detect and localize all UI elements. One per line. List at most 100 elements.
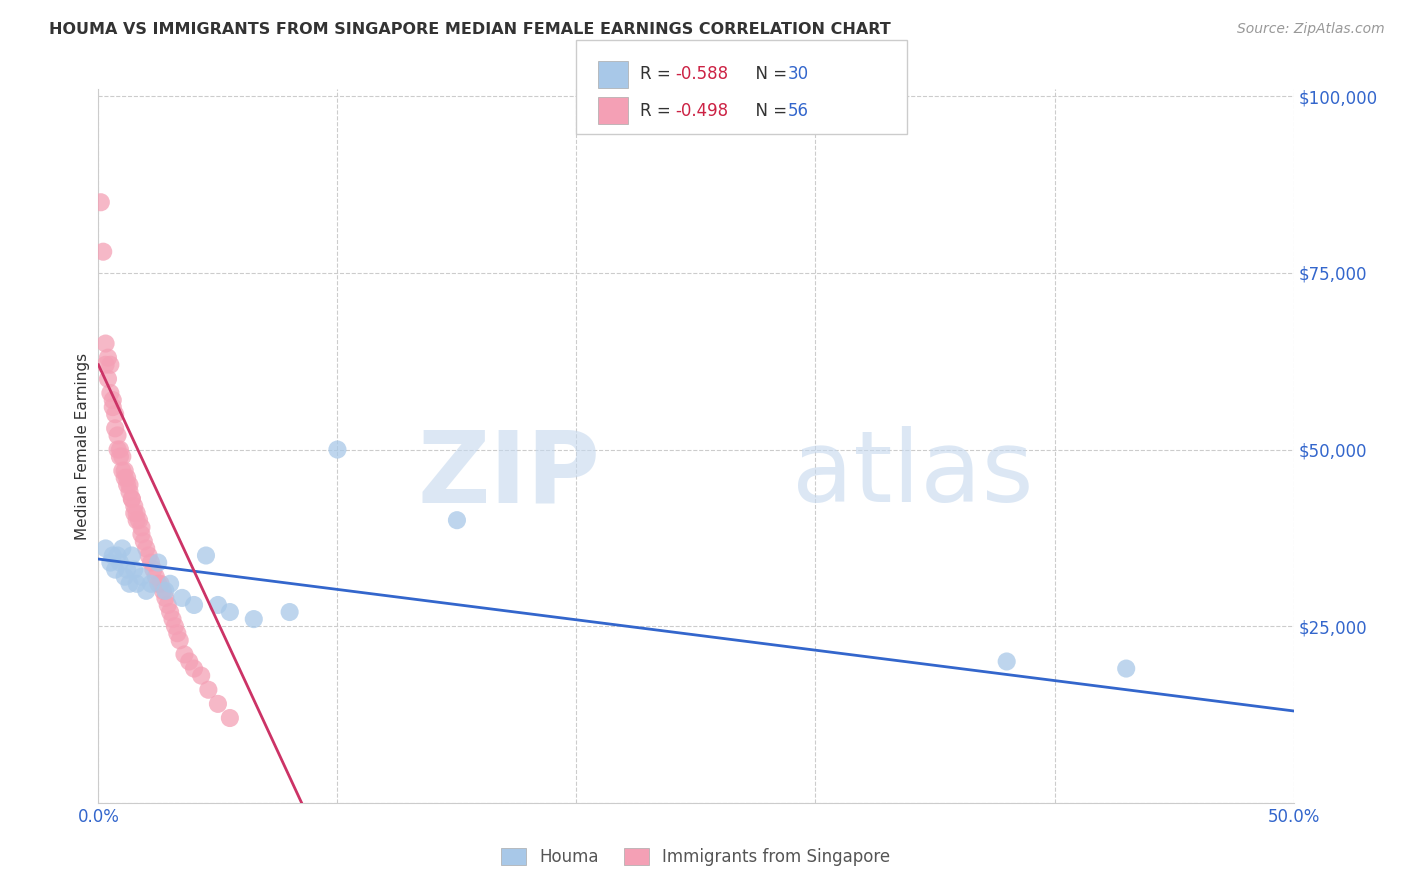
Point [132, 534, 155, 549]
Text: -0.498: -0.498 [675, 102, 728, 120]
Point [159, 576, 181, 591]
Text: 56: 56 [787, 102, 808, 120]
Point [173, 648, 195, 662]
Point [139, 576, 162, 591]
Point [148, 576, 170, 591]
Point [98, 556, 122, 570]
Point [111, 450, 134, 464]
Point [183, 598, 205, 612]
Point [115, 478, 138, 492]
Point [243, 612, 266, 626]
Point [149, 576, 172, 591]
Point [125, 576, 148, 591]
Point [94, 358, 117, 372]
Point [219, 605, 242, 619]
Point [162, 612, 184, 626]
Point [115, 563, 138, 577]
Point [152, 583, 174, 598]
Point [195, 549, 218, 563]
Point [118, 478, 141, 492]
Point [121, 491, 143, 506]
Point [114, 570, 136, 584]
Point [131, 520, 153, 534]
Point [121, 549, 143, 563]
Point [139, 556, 162, 570]
Point [446, 513, 468, 527]
Point [183, 662, 205, 676]
Text: HOUMA VS IMMIGRANTS FROM SINGAPORE MEDIAN FEMALE EARNINGS CORRELATION CHART: HOUMA VS IMMIGRANTS FROM SINGAPORE MEDIA… [49, 22, 891, 37]
Point [101, 549, 124, 563]
Text: ZIP: ZIP [418, 426, 600, 523]
Point [107, 442, 129, 457]
Point [121, 491, 143, 506]
Point [118, 576, 141, 591]
Text: R =: R = [640, 65, 676, 83]
Point [207, 697, 229, 711]
Point [135, 583, 157, 598]
Point [118, 484, 141, 499]
Point [97, 351, 120, 365]
Point [155, 583, 177, 598]
Text: 30: 30 [787, 65, 808, 83]
Point [1115, 662, 1137, 676]
Point [108, 556, 131, 570]
Point [111, 464, 134, 478]
Point [131, 570, 153, 584]
Point [111, 541, 134, 556]
Text: Source: ZipAtlas.com: Source: ZipAtlas.com [1237, 22, 1385, 37]
Point [104, 563, 127, 577]
Point [156, 598, 179, 612]
Point [104, 421, 127, 435]
Y-axis label: Median Female Earnings: Median Female Earnings [75, 352, 90, 540]
Point [138, 549, 160, 563]
Point [115, 471, 138, 485]
Point [155, 591, 177, 605]
Point [197, 682, 219, 697]
Point [114, 464, 136, 478]
Point [159, 605, 181, 619]
Point [326, 442, 349, 457]
Point [166, 626, 188, 640]
Point [104, 407, 127, 421]
Point [124, 499, 146, 513]
Point [107, 549, 129, 563]
Text: N =: N = [745, 102, 793, 120]
Point [190, 668, 212, 682]
Point [148, 556, 170, 570]
Point [207, 598, 229, 612]
Point [124, 563, 146, 577]
Point [98, 358, 122, 372]
Point [97, 372, 120, 386]
Point [90, 195, 112, 210]
Point [107, 428, 129, 442]
Point [125, 506, 148, 520]
Point [98, 386, 122, 401]
Text: R =: R = [640, 102, 676, 120]
Point [94, 541, 117, 556]
Text: atlas: atlas [792, 426, 1033, 523]
Text: -0.588: -0.588 [675, 65, 728, 83]
Point [108, 442, 131, 457]
Point [995, 655, 1018, 669]
Point [169, 633, 191, 648]
Point [219, 711, 242, 725]
Point [128, 513, 150, 527]
Point [278, 605, 301, 619]
Point [108, 450, 131, 464]
Point [114, 471, 136, 485]
Point [179, 655, 201, 669]
Legend: Houma, Immigrants from Singapore: Houma, Immigrants from Singapore [495, 841, 897, 873]
Point [91, 244, 114, 259]
Point [135, 541, 157, 556]
Point [163, 619, 186, 633]
Point [94, 336, 117, 351]
Point [124, 506, 146, 520]
Point [101, 393, 124, 408]
Point [172, 591, 194, 605]
Point [145, 570, 167, 584]
Text: N =: N = [745, 65, 793, 83]
Point [101, 400, 124, 414]
Point [142, 563, 165, 577]
Point [131, 527, 153, 541]
Point [125, 513, 148, 527]
